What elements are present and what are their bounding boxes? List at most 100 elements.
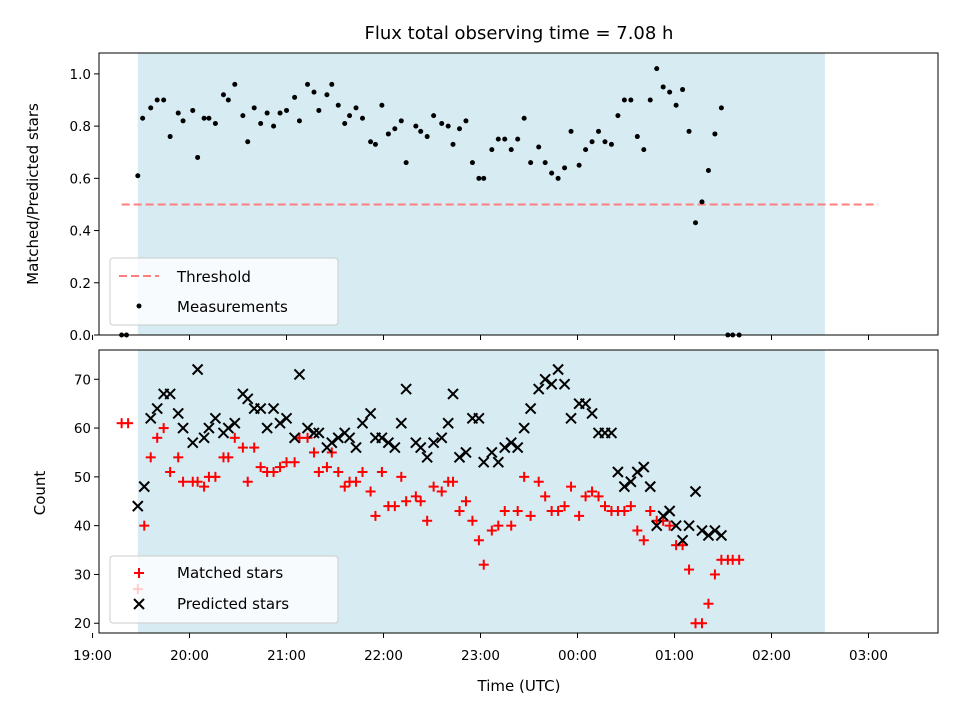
matched-star-point [473,535,484,546]
matched-star-point [677,540,688,551]
predicted-star-point [618,480,631,493]
matched-star-point [703,598,714,609]
predicted-star-point [172,407,184,420]
measurement-point [555,175,561,181]
predicted-star-point [505,436,517,449]
measurement-point [562,165,568,171]
measurement-point [324,92,330,98]
matched-star-point [454,506,465,517]
measurement-point [469,160,475,166]
predicted-star-point [702,529,715,542]
threshold-legend-label: Threshold [176,268,251,286]
predicted-star-point [288,432,301,444]
measurement-point [271,123,277,129]
predicted-star-point [261,422,273,434]
matched-star-point [448,476,459,487]
matched-stars-legend-marker [134,568,144,578]
predicted-star-point [436,432,448,444]
predicted-star-point [539,373,551,385]
x-tick-label: 03:00 [849,648,888,664]
measurement-point [621,97,627,103]
measurement-point [634,134,640,140]
measurement-point [481,175,487,181]
matched-star-point [165,466,176,477]
matched-star-point [587,486,598,497]
measurement-point [190,107,196,113]
matched-star-point [237,442,248,453]
measurement-point [536,144,542,150]
x-axis-label: Time (UTC) [477,677,561,695]
predicted-star-point [229,417,241,429]
measurement-point [718,105,724,111]
predicted-star-point [427,436,440,449]
matched-star-point [664,520,675,531]
matched-star-point [415,496,426,507]
matched-star-point [242,476,253,487]
predicted-star-point [177,422,189,434]
measurement-point [654,66,660,72]
measurement-point [647,97,653,103]
matched-star-point [145,452,156,463]
predicted-star-point [395,417,408,429]
predicted-star-point [164,388,176,400]
measurement-point [463,118,469,124]
measurement-point [680,87,686,93]
predicted-star-point [486,446,498,459]
matched-star-point [540,491,551,502]
matched-star-point [553,506,564,517]
measurement-point [195,154,201,160]
bottom-y-ticks: 20 30 40 50 60 70 [74,372,99,632]
measurement-point [602,139,608,145]
matched-star-point [178,476,189,487]
x-tick-label: 20:00 [170,648,209,664]
measurement-point [342,121,348,126]
predicted-star-point [612,466,624,478]
measurement-point [495,136,501,142]
predicted-star-point [492,456,504,468]
y-tick-label: 70 [74,372,91,388]
measurement-point [277,110,283,116]
measurement-point [360,115,366,121]
measurement-point [542,160,548,166]
measurement-point [608,141,614,147]
predicted-star-point [442,417,454,429]
matched-star-point [734,554,745,565]
predicted-star-point [191,363,204,376]
predicted-stars-legend-marker [133,598,145,610]
predicted-star-point [663,505,676,517]
measurement-point [705,168,711,173]
predicted-star-point [511,441,524,454]
matched-star-point [389,501,400,512]
matched-star-point [625,501,636,512]
predicted-star-point [565,412,577,425]
matched-star-point [428,481,439,492]
y-tick-label: 0.8 [70,119,91,135]
matched-star-point [370,510,381,521]
predicted-star-point [644,480,656,493]
measurement-point [528,160,534,166]
predicted-star-point [356,417,369,429]
matched-star-point [478,559,489,570]
y-tick-label: 0.0 [70,328,91,344]
matched-star-point [525,510,536,521]
predicted-star-point [453,451,466,464]
predicted-star-point [332,432,344,444]
matched-star-point [309,447,320,458]
measurements-legend-label: Measurements [177,298,288,316]
matched-star-point [365,486,376,497]
measurement-point [403,160,409,166]
predicted-star-point [187,436,199,449]
measurement-point [418,128,424,134]
predicted-star-point [414,441,427,454]
predicted-star-point [364,407,377,420]
matched-star-point [460,496,471,507]
top-legend: Threshold Measurements [109,257,339,326]
y-tick-label: 0.4 [70,224,91,240]
measurement-point [206,115,212,121]
matched-star-point [632,525,643,536]
matched-star-point [275,462,286,473]
top-axes-frame [98,52,939,336]
matched-star-point [619,506,630,517]
matched-star-point [173,452,184,463]
matched-star-point [339,481,350,492]
